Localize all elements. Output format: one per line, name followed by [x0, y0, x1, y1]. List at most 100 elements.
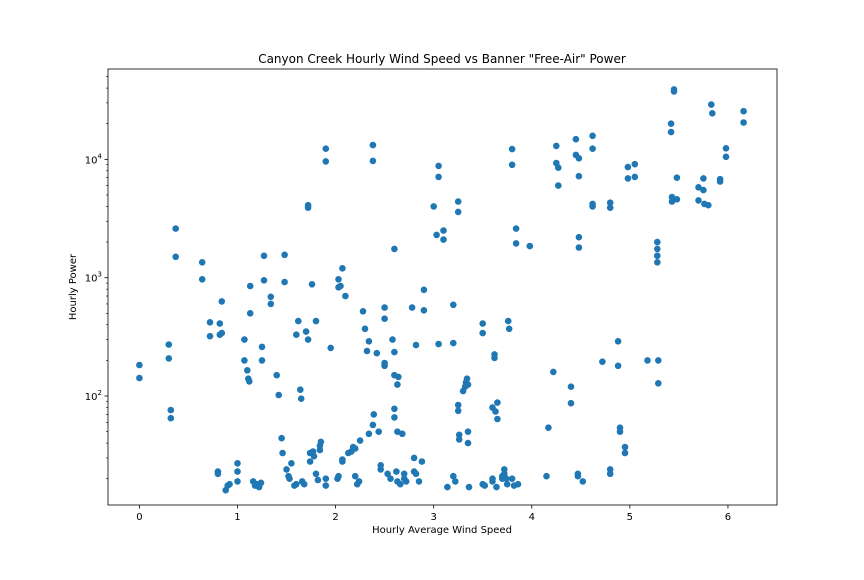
data-point-211 — [575, 233, 583, 241]
data-point-170 — [481, 482, 489, 489]
data-point-1 — [136, 374, 143, 382]
data-point-141 — [430, 203, 438, 210]
data-point-95 — [355, 478, 363, 485]
data-point-76 — [322, 482, 330, 489]
data-point-50 — [286, 475, 293, 483]
data-point-209 — [575, 155, 583, 162]
data-point-2 — [165, 341, 173, 348]
data-point-203 — [567, 383, 575, 391]
data-point-210 — [575, 172, 583, 180]
data-point-185 — [503, 480, 511, 488]
data-point-46 — [281, 251, 288, 259]
data-point-202 — [555, 164, 562, 171]
data-point-249 — [695, 197, 702, 204]
data-point-197 — [545, 424, 552, 432]
data-point-30 — [246, 310, 254, 317]
data-point-48 — [283, 466, 290, 473]
data-point-147 — [440, 236, 447, 243]
data-point-40 — [267, 293, 275, 301]
data-point-145 — [435, 340, 442, 348]
data-point-105 — [370, 411, 378, 418]
x-tick-label-5: 5 — [627, 512, 633, 523]
data-point-17 — [218, 329, 226, 337]
x-tick-label-1: 1 — [234, 512, 240, 523]
data-point-172 — [489, 475, 496, 483]
data-point-257 — [716, 178, 724, 185]
data-point-111 — [381, 315, 388, 323]
data-point-129 — [400, 470, 408, 478]
data-point-20 — [226, 480, 233, 488]
data-point-227 — [621, 443, 629, 451]
data-point-44 — [278, 434, 285, 442]
data-point-220 — [606, 204, 614, 211]
data-point-193 — [512, 225, 520, 232]
data-point-144 — [435, 173, 442, 181]
data-point-190 — [508, 161, 516, 169]
x-tick-label-6: 6 — [725, 512, 731, 523]
data-point-199 — [553, 142, 560, 150]
data-point-239 — [655, 380, 662, 387]
y-axis-ticks: 102 103 104 — [85, 76, 108, 480]
x-tick-label-3: 3 — [430, 512, 436, 523]
data-point-42 — [273, 371, 281, 379]
data-point-247 — [673, 174, 681, 181]
data-point-237 — [654, 259, 661, 266]
data-point-226 — [616, 428, 624, 436]
data-point-189 — [508, 145, 516, 153]
data-point-22 — [234, 468, 241, 475]
data-point-8 — [198, 259, 206, 266]
data-point-79 — [327, 344, 335, 352]
data-point-70 — [312, 470, 320, 478]
data-point-222 — [606, 470, 614, 478]
data-point-11 — [206, 332, 214, 340]
data-point-153 — [454, 198, 462, 205]
data-point-187 — [505, 325, 513, 333]
data-point-214 — [589, 132, 596, 140]
data-point-255 — [709, 110, 716, 117]
data-point-118 — [391, 405, 398, 413]
data-point-168 — [479, 329, 487, 337]
data-point-3 — [165, 355, 173, 362]
plot-frame — [107, 68, 778, 506]
data-point-188 — [508, 475, 516, 483]
data-point-167 — [479, 320, 487, 327]
data-point-69 — [312, 317, 320, 325]
data-point-198 — [550, 368, 557, 376]
data-point-175 — [491, 351, 498, 358]
data-point-177 — [493, 483, 500, 491]
data-point-235 — [654, 245, 661, 253]
y-tick-label-2: 104 — [85, 152, 103, 166]
data-point-103 — [369, 157, 377, 165]
data-point-155 — [454, 401, 462, 409]
data-point-13 — [214, 470, 222, 478]
x-tick-label-0: 0 — [136, 512, 142, 523]
data-point-205 — [572, 135, 580, 143]
data-point-148 — [444, 483, 451, 491]
data-point-162 — [463, 375, 471, 383]
data-points — [136, 86, 747, 494]
x-tick-label-2: 2 — [332, 512, 338, 523]
data-point-229 — [624, 163, 632, 171]
data-point-254 — [708, 101, 715, 108]
data-point-204 — [567, 399, 575, 407]
data-point-98 — [361, 325, 369, 333]
data-point-101 — [365, 338, 373, 345]
data-point-87 — [339, 265, 346, 272]
data-point-75 — [322, 475, 330, 483]
data-point-96 — [356, 437, 364, 444]
y-axis-label: Hourly Power — [68, 253, 79, 320]
data-point-74 — [317, 438, 325, 446]
chart-title: Canyon Creek Hourly Wind Speed vs Banner… — [258, 52, 626, 66]
data-point-158 — [455, 436, 463, 443]
data-point-219 — [606, 199, 614, 206]
data-point-127 — [397, 480, 404, 488]
data-point-71 — [314, 476, 322, 484]
data-point-5 — [167, 414, 175, 422]
data-point-176 — [492, 408, 499, 415]
data-point-184 — [503, 475, 510, 483]
data-point-236 — [654, 252, 661, 260]
data-point-83 — [335, 276, 342, 283]
data-point-228 — [621, 449, 629, 457]
data-point-133 — [410, 454, 418, 462]
